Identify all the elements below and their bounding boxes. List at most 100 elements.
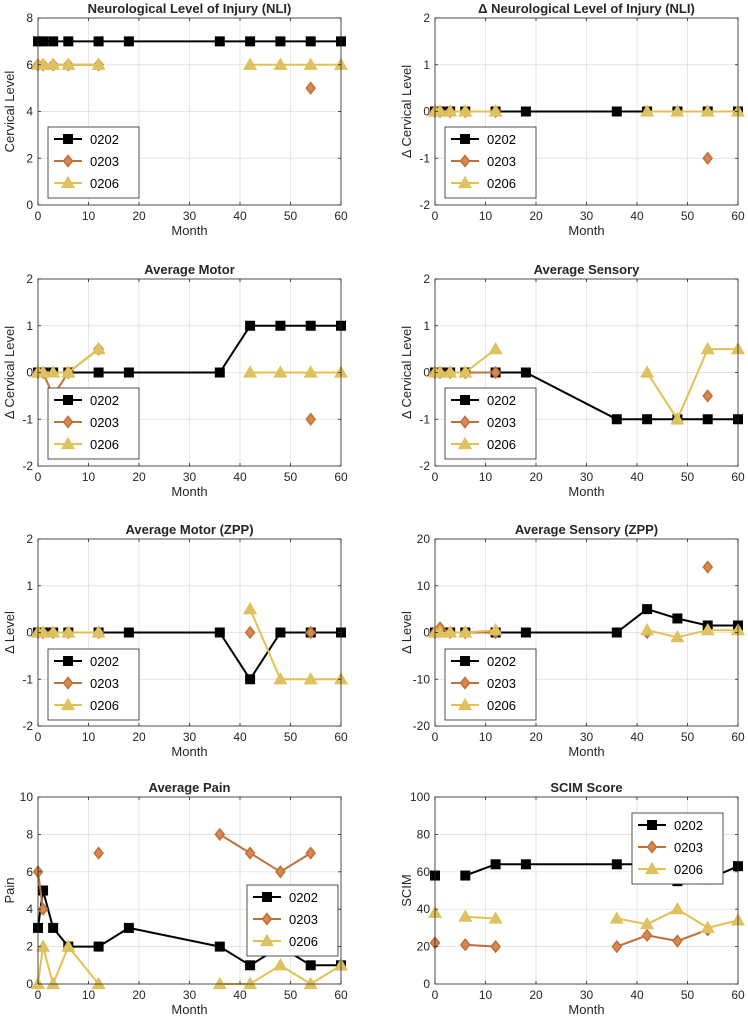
data-point-0206 — [273, 365, 288, 378]
y-axis-label: Pain — [2, 877, 17, 903]
legend-label-0203: 0203 — [90, 415, 119, 430]
data-point-0202 — [520, 627, 531, 638]
x-tick-label: 60 — [731, 988, 745, 1002]
data-point-0206 — [670, 412, 685, 425]
legend-label-0206: 0206 — [487, 437, 516, 452]
x-tick-label: 60 — [731, 730, 745, 744]
data-point-0206 — [61, 939, 76, 952]
legend-marker-0202 — [460, 134, 470, 144]
data-point-0202 — [38, 36, 49, 47]
legend-label-0206: 0206 — [90, 698, 119, 713]
data-point-0206 — [91, 57, 106, 70]
x-tick-label: 20 — [529, 209, 543, 223]
data-point-0206 — [433, 625, 448, 638]
data-point-0206 — [46, 976, 61, 990]
x-tick-label: 50 — [284, 209, 298, 223]
data-point-0206 — [640, 365, 655, 378]
data-point-0202 — [214, 36, 225, 47]
chart-title: Average Sensory — [534, 262, 641, 277]
y-tick-label: 1 — [26, 579, 33, 593]
legend-marker-0202 — [460, 656, 470, 666]
data-point-0206 — [458, 625, 473, 638]
series-0206 — [30, 341, 349, 378]
y-tick-label: 100 — [410, 790, 430, 804]
data-point-0206 — [61, 365, 76, 378]
y-tick-label: -2 — [22, 459, 33, 473]
legend-label-0206: 0206 — [487, 176, 516, 191]
y-tick-label: -1 — [22, 672, 33, 686]
x-tick-label: 0 — [432, 470, 439, 484]
data-point-0203 — [490, 365, 501, 380]
data-point-0202 — [214, 941, 225, 952]
data-point-0202 — [214, 627, 225, 638]
legend-marker-0206 — [457, 436, 473, 450]
data-point-0202 — [642, 414, 653, 425]
data-point-0206 — [303, 57, 318, 70]
data-point-0202 — [611, 106, 622, 117]
series-0206 — [427, 622, 746, 643]
chart-title: Average Motor (ZPP) — [125, 522, 253, 537]
data-point-0202 — [275, 320, 286, 331]
y-tick-label: -1 — [22, 412, 33, 426]
data-point-0202 — [490, 859, 501, 870]
data-point-0202 — [93, 941, 104, 952]
y-tick-label: 60 — [417, 865, 431, 879]
data-point-0202 — [611, 627, 622, 638]
x-tick-label: 0 — [35, 730, 42, 744]
data-point-0202 — [214, 367, 225, 378]
data-point-0203 — [214, 827, 226, 842]
data-point-0203 — [702, 389, 714, 403]
y-tick-label: -1 — [419, 151, 430, 165]
legend-label-0202: 0202 — [487, 654, 516, 669]
y-tick-label: -20 — [413, 719, 431, 733]
series-0206 — [427, 901, 746, 934]
legend-label-0203: 0203 — [90, 676, 119, 691]
data-point-0206 — [243, 57, 258, 70]
x-tick-label: 10 — [479, 730, 493, 744]
y-tick-label: -1 — [419, 412, 430, 426]
data-point-0202 — [245, 320, 256, 331]
x-tick-label: 50 — [681, 730, 695, 744]
legend-label-0206: 0206 — [289, 934, 318, 949]
legend-marker-0202 — [262, 892, 272, 902]
x-tick-label: 60 — [731, 470, 745, 484]
chart-6: 0 10 20 30 40 50 60 -20 -10 0 10 20 Average Sensory … — [399, 522, 746, 759]
x-tick-label: 20 — [132, 730, 146, 744]
y-tick-label: 20 — [417, 940, 431, 954]
data-point-0206 — [46, 625, 61, 638]
x-tick-label: 30 — [580, 209, 594, 223]
data-point-0202 — [93, 36, 104, 47]
legend-label-0202: 0202 — [90, 132, 119, 147]
data-point-0202 — [305, 36, 316, 47]
data-point-0203 — [305, 625, 317, 640]
chart-5: 0 10 20 30 40 50 60 -2 -1 0 1 2 Average Motor (ZPP) M… — [2, 522, 349, 759]
data-point-0206 — [488, 622, 503, 636]
legend-label-0202: 0202 — [90, 654, 119, 669]
legend-marker-0203 — [459, 415, 471, 429]
x-tick-label: 60 — [334, 209, 348, 223]
data-point-0206 — [303, 672, 318, 685]
legend-label-0206: 0206 — [90, 437, 119, 452]
data-point-0206 — [670, 629, 685, 643]
data-point-0202 — [38, 885, 49, 896]
x-tick-label: 0 — [432, 209, 439, 223]
data-point-0206 — [443, 365, 458, 378]
data-point-0206 — [36, 365, 51, 378]
y-tick-label: 4 — [26, 902, 33, 916]
y-tick-label: 0 — [26, 626, 33, 640]
x-tick-label: 40 — [233, 209, 247, 223]
data-point-0203 — [244, 846, 256, 860]
x-tick-label: 50 — [284, 988, 298, 1002]
chart-title: Average Pain — [149, 780, 231, 795]
x-tick-label: 50 — [681, 470, 695, 484]
x-tick-label: 60 — [731, 209, 745, 223]
legend-label-0203: 0203 — [487, 154, 516, 169]
data-point-0203 — [275, 865, 286, 879]
data-point-0206 — [458, 104, 473, 117]
data-point-0202 — [520, 859, 531, 870]
data-point-0206 — [61, 57, 76, 70]
data-point-0202 — [642, 604, 653, 615]
chart-4: 0 10 20 30 40 50 60 -2 -1 0 1 2 Average Sensory Month… — [399, 262, 746, 499]
legend-marker-0206 — [644, 861, 660, 875]
y-tick-label: 0 — [423, 366, 430, 380]
